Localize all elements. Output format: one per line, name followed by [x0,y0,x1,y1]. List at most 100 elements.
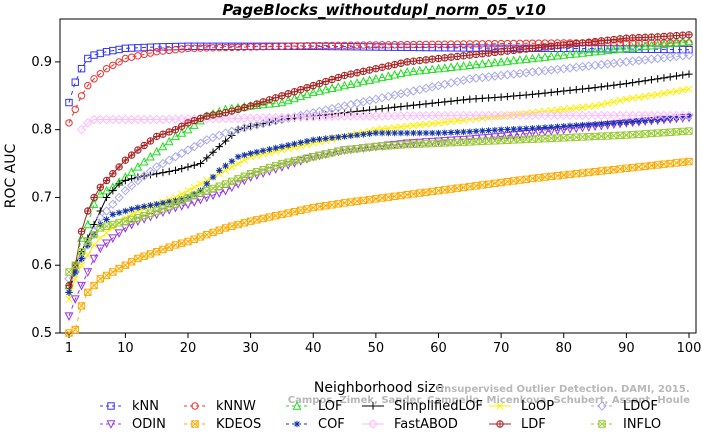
data-point [484,58,494,67]
data-point [622,34,631,42]
data-point [128,206,135,213]
data-point [189,141,199,152]
x-tick-label: 100 [677,341,702,356]
data-point [89,199,99,208]
data-point [629,118,636,125]
data-point [428,55,436,63]
data-point [303,137,311,145]
data-point [340,80,349,90]
data-point [134,214,142,222]
data-point [609,44,619,54]
data-point [165,202,173,211]
data-point [245,113,256,123]
data-point [71,325,79,334]
data-point [610,98,618,106]
data-point [579,121,586,129]
data-point [203,180,210,188]
legend-marker [106,420,116,429]
data-point [95,189,105,198]
data-point [152,247,161,256]
data-point [552,110,563,121]
data-point [165,243,173,251]
data-point [133,175,143,186]
data-point [453,117,461,125]
data-point [647,161,656,170]
data-point [396,68,406,78]
data-point [347,145,355,154]
data-point [377,72,387,82]
data-point [247,150,254,157]
data-point [447,97,455,105]
data-point [203,112,211,120]
series-layer [64,31,694,337]
data-point [453,184,461,192]
data-point [679,71,687,79]
data-point [440,110,450,121]
data-point [478,181,487,189]
data-point [310,136,317,144]
data-point [452,61,462,71]
data-point [246,102,255,110]
data-point [441,98,449,106]
data-point [283,112,293,123]
data-point [102,48,111,56]
data-point [578,169,587,177]
data-point [178,195,185,203]
data-point [533,110,544,121]
data-point [253,151,261,159]
data-point [603,45,613,55]
x-tick-label: 70 [493,341,510,356]
data-point [590,46,600,56]
data-point [434,186,443,195]
data-point [509,55,519,65]
data-point [196,159,205,168]
data-point [259,119,267,128]
data-point [84,251,92,259]
data-point [597,101,605,109]
data-point [334,200,342,208]
data-point [647,33,656,41]
legend-label: FastABOD [394,417,458,432]
data-point [297,155,305,164]
data-point [491,179,499,188]
data-point [297,206,305,215]
data-point [641,117,649,124]
watermark-line-2: Campos, Zimek, Sander, Campello, Micenko… [288,395,690,406]
data-point [178,239,186,247]
legend-marker [369,402,377,410]
data-point [101,206,112,216]
data-point [139,156,149,166]
data-point [114,229,124,238]
data-point [108,199,118,209]
data-point [427,64,437,74]
data-point [215,170,223,178]
legend-item: kNN [100,399,159,414]
data-point [290,88,299,96]
data-point [77,247,86,256]
data-point [241,151,248,159]
data-point [441,186,449,194]
data-point [184,119,192,127]
data-point [184,163,192,171]
data-point [635,163,643,171]
data-point [190,191,198,199]
data-point [416,100,424,109]
data-point [290,93,299,103]
data-point [322,135,329,142]
data-point [684,36,694,46]
data-point [222,162,229,170]
data-point [397,123,405,131]
data-point [171,193,180,201]
data-point [573,122,580,129]
data-point [266,146,273,153]
data-point [134,254,142,263]
data-point [303,205,311,213]
data-point [503,47,512,55]
legend-label: SimplifiedLOF [394,399,483,414]
data-point [591,83,599,92]
data-point [315,86,324,95]
data-point [597,83,606,91]
data-point [621,43,631,53]
data-point [246,170,255,178]
data-point [478,94,487,103]
